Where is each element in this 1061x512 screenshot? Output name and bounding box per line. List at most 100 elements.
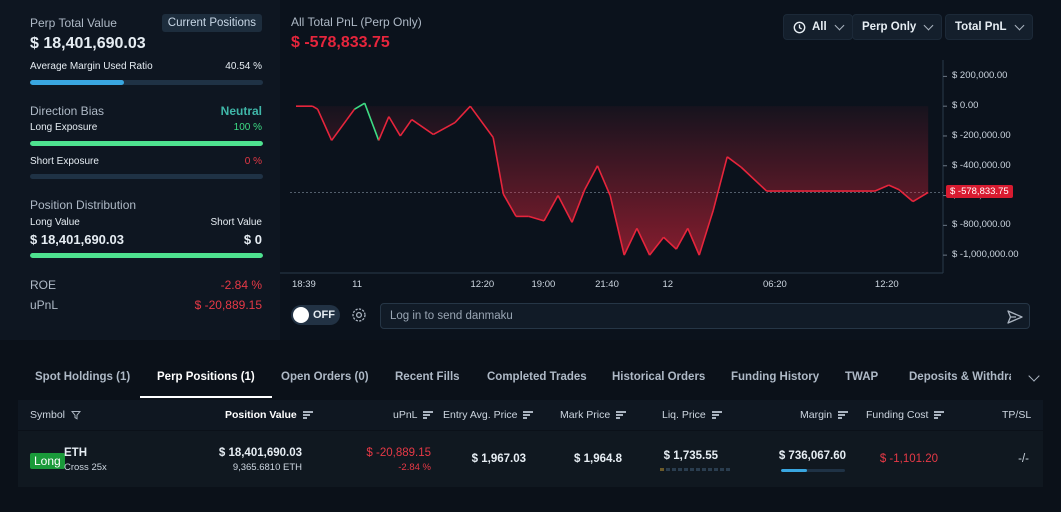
danmaku-toggle[interactable]: OFF (291, 305, 340, 325)
time-range-dropdown[interactable]: All (783, 14, 853, 40)
liq-risk-segment (726, 468, 730, 471)
liq-risk-segment (684, 468, 688, 471)
upnl-value: $ -20,889.15 (194, 298, 262, 312)
liq-risk-segment (690, 468, 694, 471)
pnl-line-segment (312, 105, 319, 110)
liq-risk-segment (714, 468, 718, 471)
scope-dropdown[interactable]: Perp Only (852, 14, 943, 40)
table-row[interactable]: Long ETH Cross 25x $ 18,401,690.03 9,365… (18, 431, 1043, 487)
header-liq-price[interactable]: Liq. Price (662, 400, 722, 430)
send-icon[interactable] (1006, 308, 1024, 326)
header-upnl-label: uPnL (393, 409, 418, 421)
pnl-line-segment (411, 118, 434, 136)
sort-icon[interactable] (616, 411, 627, 419)
pnl-line-segment (874, 184, 890, 192)
liq-risk-segment (672, 468, 676, 471)
avg-margin-label: Average Margin Used Ratio (30, 61, 153, 72)
row-upnl-pct: -2.84 % (398, 462, 431, 473)
pnl-line-segment (543, 195, 559, 222)
avg-margin-bar-fill (30, 80, 125, 85)
row-funding-cost: $ -1,101.20 (879, 453, 938, 465)
filter-icon[interactable] (70, 410, 81, 420)
tab-twap[interactable]: TWAP (845, 371, 879, 383)
row-symbol[interactable]: ETH (64, 447, 87, 459)
sort-icon[interactable] (934, 411, 945, 419)
pnl-line-segment (469, 105, 494, 138)
perp-total-value: $ 18,401,690.03 (30, 35, 146, 52)
sort-icon[interactable] (302, 411, 313, 419)
header-position-value[interactable]: Position Value (225, 400, 313, 430)
tab-deposits-withdrawals[interactable]: Deposits & Withdraw (909, 371, 1011, 383)
header-funding-cost[interactable]: Funding Cost (866, 400, 945, 430)
x-tick-label: 18:39 (292, 279, 316, 290)
tab-completed-trades[interactable]: Completed Trades (487, 371, 587, 383)
header-funding-cost-label: Funding Cost (866, 409, 929, 421)
danmaku-placeholder: Log in to send danmaku (390, 310, 513, 322)
header-tpsl: TP/SL (1002, 409, 1032, 421)
toggle-label: OFF (313, 309, 335, 321)
liq-risk-segment (666, 468, 670, 471)
gear-icon[interactable] (351, 307, 367, 323)
header-upnl[interactable]: uPnL (393, 400, 434, 430)
y-tick-label: $ 200,000.00 (952, 70, 1008, 82)
y-tick-label: $ -400,000.00 (952, 159, 1011, 171)
metric-dropdown[interactable]: Total PnL (945, 14, 1033, 40)
sort-icon[interactable] (838, 411, 849, 419)
direction-bias-label: Direction Bias (30, 104, 105, 118)
y-tick-label: $ -1,000,000.00 (952, 249, 1019, 261)
pnl-line-segment (675, 227, 689, 250)
pnl-line-segment (898, 188, 914, 203)
tab-funding-history[interactable]: Funding History (731, 371, 820, 383)
tab-spot-holdings[interactable]: Spot Holdings (1) (35, 371, 131, 383)
tab-perp-positions[interactable]: Perp Positions (1) (140, 362, 272, 398)
pnl-line-segment (492, 137, 505, 195)
tab-historical-orders[interactable]: Historical Orders (612, 371, 706, 383)
sort-icon[interactable] (523, 411, 534, 419)
row-tpsl[interactable]: -/- (1018, 453, 1029, 465)
tab-recent-fills[interactable]: Recent Fills (395, 371, 460, 383)
perp-total-value-label: Perp Total Value (30, 16, 117, 30)
chart-title: All Total PnL (Perp Only) (291, 15, 422, 29)
row-entry-price: $ 1,967.03 (471, 453, 526, 465)
row-leverage: Cross 25x (64, 462, 107, 473)
header-symbol[interactable]: Symbol (30, 400, 81, 430)
liq-risk-segment (702, 468, 706, 471)
row-margin: $ 736,067.60 (778, 450, 846, 462)
header-mark-price[interactable]: Mark Price (560, 400, 627, 430)
tab-open-orders[interactable]: Open Orders (0) (281, 371, 369, 383)
sort-icon[interactable] (711, 411, 722, 419)
long-exposure-bar (30, 141, 263, 146)
sort-icon[interactable] (423, 411, 434, 419)
header-liq-price-label: Liq. Price (662, 409, 706, 421)
pnl-line-segment (454, 105, 471, 124)
pnl-line-segment (698, 210, 714, 256)
positions-table-header: Symbol Position Value uPnL Entry Avg. Pr… (18, 400, 1043, 430)
current-positions-button[interactable]: Current Positions (161, 14, 262, 32)
header-entry-price[interactable]: Entry Avg. Price (443, 400, 534, 430)
perp-total-value-header: Perp Total Value Current Positions (30, 14, 262, 32)
header-position-value-label: Position Value (225, 409, 297, 421)
pnl-chart[interactable] (280, 0, 1061, 300)
upnl-label: uPnL (30, 298, 59, 312)
clock-icon (793, 21, 806, 33)
pnl-line-segment (346, 108, 356, 121)
liq-risk-segment (660, 468, 664, 471)
danmaku-input[interactable]: Log in to send danmaku (380, 303, 1030, 329)
short-exposure-label: Short Exposure (30, 156, 99, 167)
pnl-line-segment (502, 193, 517, 217)
header-margin[interactable]: Margin (800, 400, 849, 430)
y-tick-label: $ -200,000.00 (952, 129, 1011, 141)
liq-risk-segment (696, 468, 700, 471)
short-exposure-value: 0 % (244, 156, 262, 167)
roe-value: -2.84 % (220, 278, 262, 292)
pnl-area (296, 106, 929, 256)
pnl-line-segment (912, 191, 929, 203)
chart-current-value: $ -578,833.75 (291, 34, 390, 51)
pnl-line-segment (354, 102, 366, 110)
pnl-line-segment (663, 236, 677, 250)
position-distribution-bar (30, 253, 263, 258)
chevron-down-icon[interactable] (1028, 370, 1040, 382)
liq-risk-segment (678, 468, 682, 471)
pnl-line-segment (316, 108, 333, 141)
pnl-line-segment (888, 184, 900, 191)
